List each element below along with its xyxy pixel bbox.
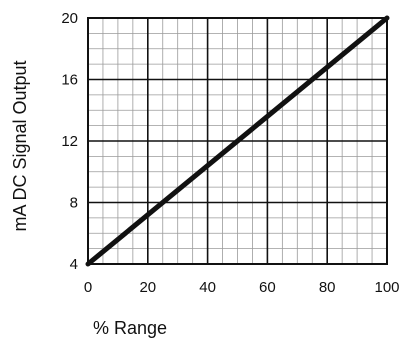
y-tick-label: 16 [61, 72, 78, 89]
x-tick-label: 60 [259, 279, 276, 296]
series-line [85, 15, 390, 267]
y-tick-label: 20 [61, 10, 78, 27]
x-tick-labels: 0 20 40 60 80 100 [84, 279, 400, 296]
x-tick-label: 0 [84, 279, 92, 296]
x-tick-label: 20 [139, 279, 156, 296]
y-tick-label: 4 [70, 256, 78, 273]
x-axis-label: % Range [93, 318, 167, 338]
x-tick-label: 40 [199, 279, 216, 296]
series-group [85, 15, 390, 267]
x-tick-label: 80 [319, 279, 336, 296]
y-tick-label: 8 [70, 195, 78, 212]
y-tick-label: 12 [61, 133, 78, 150]
y-axis-label: mA DC Signal Output [10, 60, 30, 231]
plot-frame [87, 17, 388, 265]
y-tick-labels: 4 8 12 16 20 [61, 10, 78, 273]
x-tick-label: 100 [374, 279, 399, 296]
